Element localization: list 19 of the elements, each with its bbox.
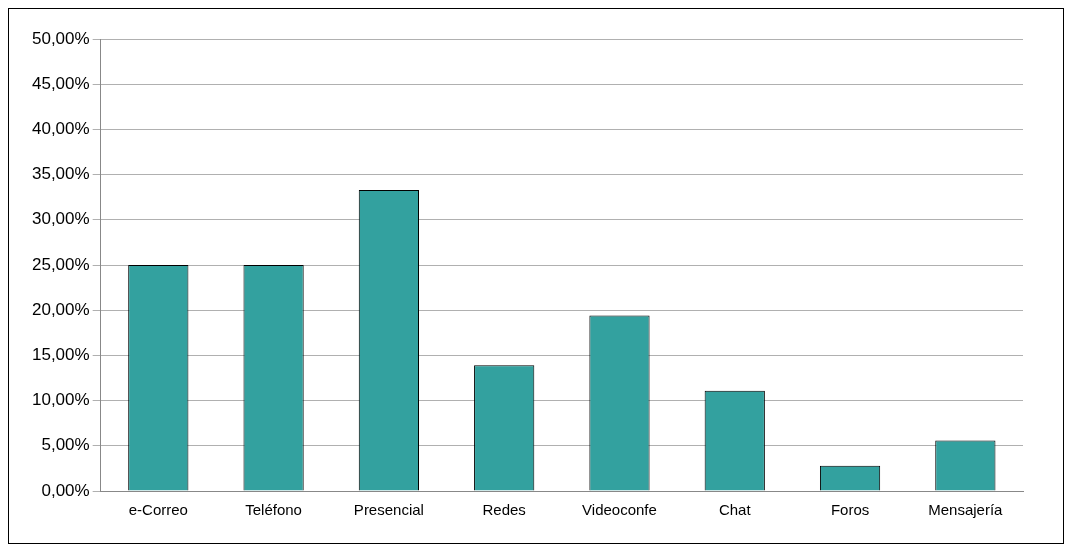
y-tick-label: 10,00% (31, 390, 90, 410)
x-tick-label: Redes (482, 501, 526, 519)
x-tick-label: Presencial (353, 501, 424, 519)
y-tick-label: 25,00% (31, 254, 90, 274)
y-tick-label: 30,00% (31, 209, 90, 229)
y-tick-label: 5,00% (41, 435, 90, 455)
y-tick-label: 50,00% (31, 28, 90, 48)
y-tick-label: 40,00% (31, 119, 90, 139)
y-tick-label: 45,00% (31, 73, 90, 93)
x-tick-label: Foros (830, 501, 870, 519)
y-tick-label: 20,00% (31, 299, 90, 319)
x-tick-label: Chat (718, 501, 752, 519)
y-tick-label: 35,00% (31, 164, 90, 184)
x-tick-label: Mensajería (928, 501, 1004, 519)
y-tick-label: 15,00% (31, 345, 90, 365)
y-tick-label: 0,00% (41, 480, 90, 500)
x-tick-label: Teléfono (245, 501, 302, 519)
x-tick-label: Videoconfe (582, 501, 657, 519)
x-tick-label: e-Correo (128, 501, 188, 519)
